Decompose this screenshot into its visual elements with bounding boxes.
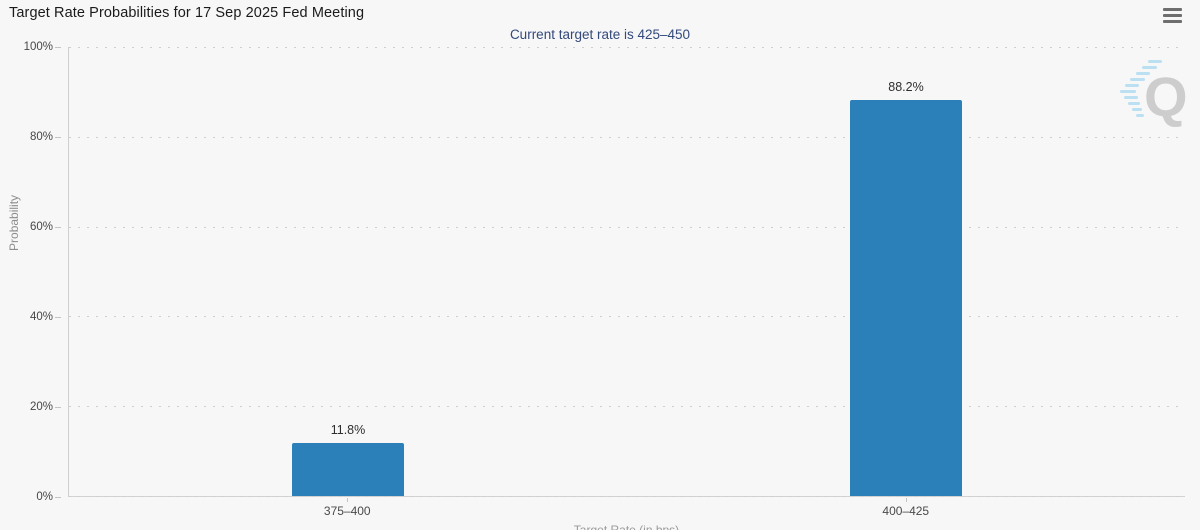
hamburger-menu-icon[interactable]: [1163, 8, 1182, 23]
y-axis: 100% 80% 60% 40% 20% 0%: [0, 41, 62, 503]
probability-bar-400-425[interactable]: [850, 99, 962, 496]
plot-area: 11.8% 88.2%: [68, 47, 1185, 497]
quikstrike-watermark-icon: Q: [1118, 58, 1190, 130]
y-tick-label: 60%: [29, 221, 62, 233]
gridline-0: [69, 496, 1185, 497]
y-tick-label: 0%: [36, 491, 61, 503]
chart-title: Target Rate Probabilities for 17 Sep 202…: [9, 5, 365, 21]
gridline-40: [69, 316, 1185, 318]
gridline-20: [69, 406, 1185, 408]
bar-value-label: 11.8%: [330, 423, 366, 438]
x-axis-ticks: [68, 497, 1185, 502]
bar-group-375-400: 11.8%: [292, 47, 404, 496]
gridline-80: [69, 136, 1185, 138]
y-tick-label: 20%: [29, 401, 62, 413]
probability-bar-375-400[interactable]: [292, 443, 404, 496]
y-tick-label: 80%: [29, 131, 62, 143]
gridline-100: [69, 47, 1185, 48]
x-category-label: 400–425: [882, 504, 930, 518]
bar-value-label: 88.2%: [888, 79, 924, 94]
y-axis-title: Probability: [7, 194, 21, 251]
x-category-label: 375–400: [323, 504, 371, 518]
chart-subtitle: Current target rate is 425–450: [509, 27, 691, 42]
bar-group-400-425: 88.2%: [850, 47, 962, 496]
y-tick-label: 40%: [29, 311, 62, 323]
y-tick-label: 100%: [23, 41, 62, 53]
x-axis-title: Target Rate (in bps): [573, 523, 680, 530]
gridline-60: [69, 226, 1185, 228]
svg-text:Q: Q: [1144, 65, 1188, 128]
